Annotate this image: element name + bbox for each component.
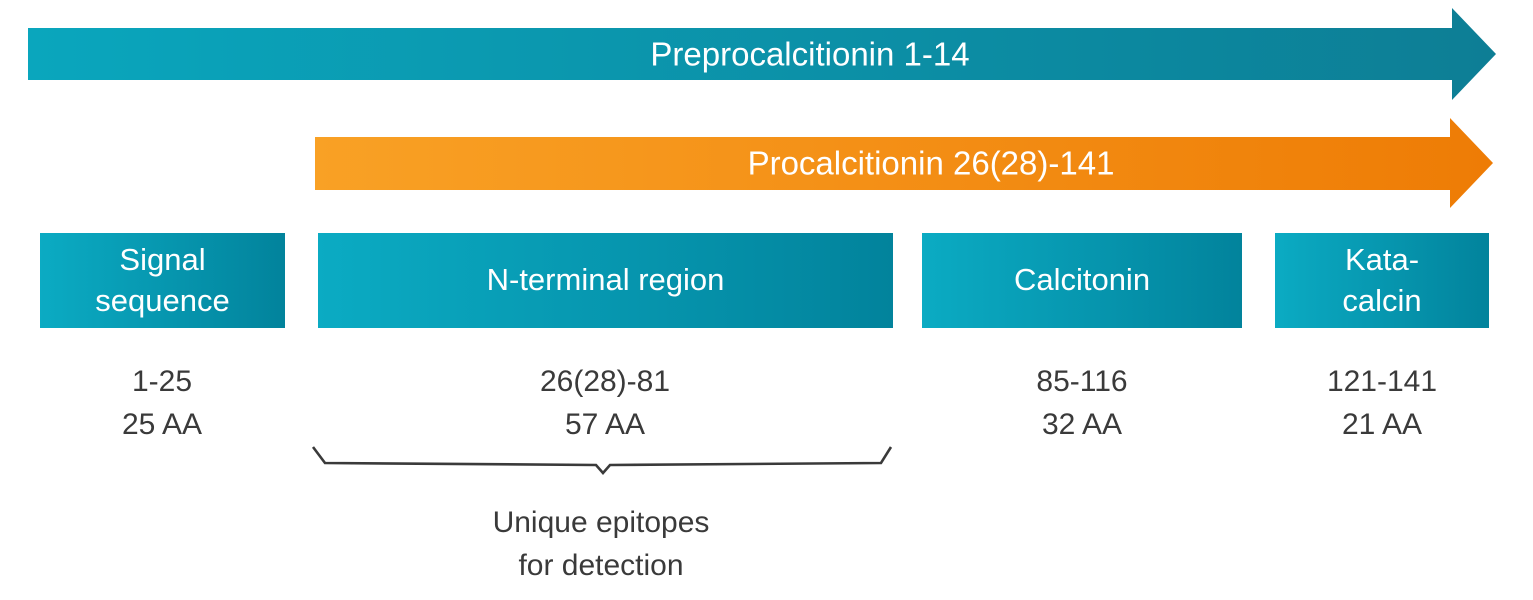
annotation-line: for detection: [518, 549, 684, 582]
region-label-line: sequence: [95, 282, 230, 318]
range-label-katacalcin: 121-141 21 AA: [1232, 360, 1532, 446]
residue-size: 21 AA: [1341, 408, 1423, 441]
residue-range: 26(28)-81: [539, 365, 671, 398]
unique-epitopes-annotation: Unique epitopes for detection: [401, 501, 801, 587]
range-label-n-terminal: 26(28)-81 57 AA: [455, 360, 755, 446]
procalcitonin-arrow-label: Procalcitionin 26(28)-141: [748, 145, 1115, 182]
region-box-signal-sequence: Signal sequence: [40, 233, 285, 328]
residue-range: 85-116: [1036, 365, 1128, 398]
region-box-calcitonin: Calcitonin: [922, 233, 1242, 328]
region-label-line: calcin: [1342, 282, 1422, 318]
residue-range: 1-25: [131, 365, 193, 398]
residue-range: 121-141: [1326, 365, 1438, 398]
region-label-line: Calcitonin: [1013, 262, 1151, 298]
region-box-katacalcin: Kata- calcin: [1275, 233, 1489, 328]
preprocalcitonin-arrow-label: Preprocalcitionin 1-14: [650, 36, 969, 73]
region-label-line: Signal: [119, 241, 206, 277]
procalcitonin-arrow-shape: [315, 118, 1493, 208]
region-box-n-terminal: N-terminal region: [318, 233, 893, 328]
region-label-line: N-terminal region: [486, 262, 725, 298]
residue-size: 32 AA: [1041, 408, 1123, 441]
range-label-calcitonin: 85-116 32 AA: [932, 360, 1232, 446]
residue-size: 57 AA: [564, 408, 646, 441]
preprocalcitonin-arrow-shape: [28, 8, 1496, 100]
range-label-signal-sequence: 1-25 25 AA: [12, 360, 312, 446]
preprocalcitonin-arrow: Preprocalcitionin 1-14: [28, 8, 1496, 100]
brace-underline-icon: [311, 446, 893, 475]
procalcitonin-arrow: Procalcitionin 26(28)-141: [315, 118, 1493, 208]
annotation-line: Unique epitopes: [492, 506, 710, 539]
region-label-line: Kata-: [1344, 241, 1420, 277]
residue-size: 25 AA: [121, 408, 203, 441]
